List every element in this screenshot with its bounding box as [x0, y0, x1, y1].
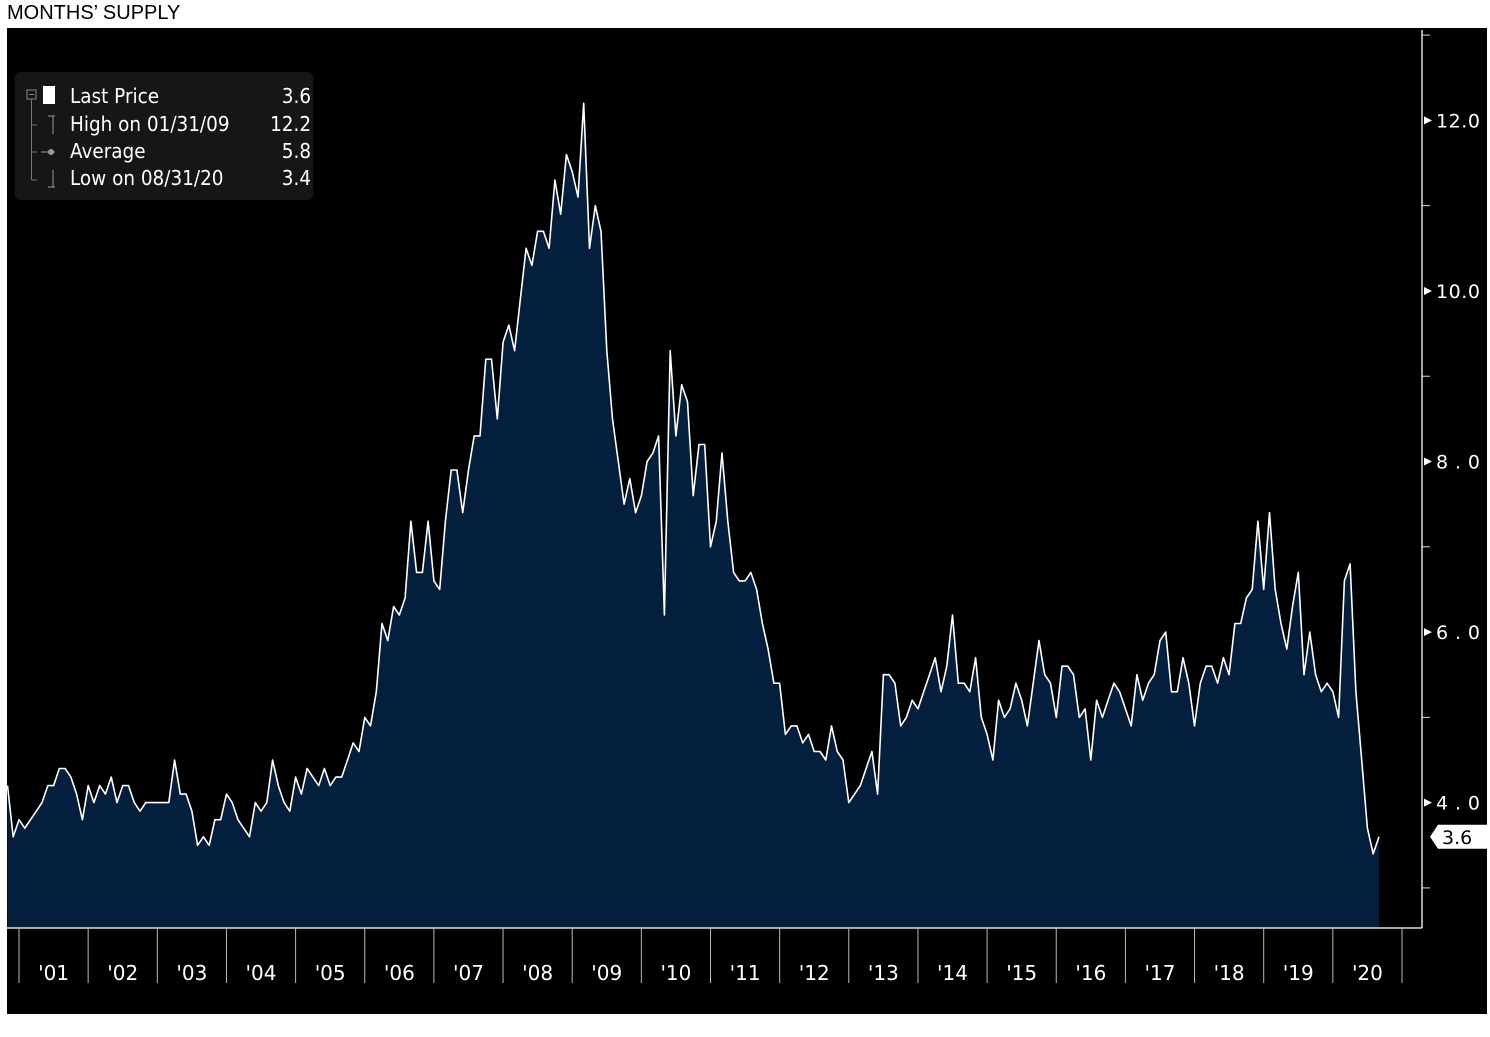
area-fill [7, 103, 1380, 929]
footer-copyright: Copyright© 2020 Bloomberg Finance L.P. [862, 1018, 1169, 1037]
x-tick-label: '07 [453, 961, 484, 985]
legend-label: Low on 08/31/20 [70, 166, 224, 190]
legend-item-high: High on 01/31/09 12.2 [70, 112, 311, 138]
y-tick-marker [1424, 457, 1432, 466]
average-marker-icon [41, 149, 55, 155]
x-tick-label: '15 [1006, 961, 1037, 985]
footer-timestamp: 26-Oct-2020 10:09:59 [1287, 1018, 1453, 1037]
last-price-tag [1430, 824, 1487, 849]
x-tick-label: '08 [522, 961, 553, 985]
y-tick-marker [1424, 628, 1432, 637]
y-tick-marker [1424, 286, 1432, 295]
x-tick-label: '18 [1214, 961, 1245, 985]
footer-series: NHSLSUPP Index (US New One Family Houses… [11, 1018, 677, 1037]
x-tick-label: '11 [730, 961, 761, 985]
x-tick-label: '20 [1352, 961, 1383, 985]
legend-item-average: Average 5.8 [70, 139, 311, 165]
last-price-label: 3.6 [1442, 827, 1472, 849]
legend-item-low: Low on 08/31/20 3.4 [70, 166, 311, 192]
x-tick-label: '03 [176, 961, 207, 985]
legend-value: 3.4 [281, 166, 312, 190]
legend-tree-icon [26, 86, 55, 188]
legend-value: 3.6 [281, 84, 312, 108]
x-tick-label: '12 [799, 961, 830, 985]
x-tick-label: '09 [591, 961, 622, 985]
x-tick-label: '16 [1075, 961, 1106, 985]
x-tick-label: '19 [1283, 961, 1314, 985]
x-tick-label: '10 [660, 961, 691, 985]
legend: Last Price 3.6 High on 01/31/09 12.2 Avera… [15, 72, 313, 200]
y-tick-marker [1424, 798, 1432, 807]
y-tick-label: 4.0 [1436, 793, 1480, 815]
legend-label: High on 01/31/09 [70, 112, 230, 136]
y-tick-label: 8.0 [1436, 452, 1480, 474]
chart-title: MONTHS’ SUPPLY [7, 2, 181, 24]
x-tick-label: '06 [384, 961, 415, 985]
y-tick-label: 10.0 [1436, 281, 1480, 303]
white-square-icon [43, 86, 55, 104]
y-tick-label: 6.0 [1436, 622, 1480, 644]
chart-panel: 4.0 6.0 8.0 10.0 12.0 3.6 '01 '02 '03 '04 '05 '06 '0… [7, 28, 1487, 1037]
y-tick-marker [1424, 116, 1432, 125]
high-marker-icon [48, 115, 55, 134]
x-tick-label: '02 [107, 961, 138, 985]
legend-label: Average [70, 139, 146, 163]
y-tick-label: 12.0 [1436, 110, 1480, 132]
chart-svg: 4.0 6.0 8.0 10.0 12.0 3.6 '01 '02 '03 '04 '05 '06 '0… [7, 30, 1487, 985]
series-line [7, 102, 1380, 855]
x-tick-label: '13 [868, 961, 899, 985]
x-tick-label: '05 [315, 961, 346, 985]
x-tick-label: '14 [937, 961, 968, 985]
legend-value: 5.8 [281, 139, 312, 163]
low-marker-icon [48, 170, 55, 188]
legend-item-last-price: Last Price 3.6 [70, 84, 311, 110]
x-tick-label: '01 [38, 961, 69, 985]
legend-value: 12.2 [270, 112, 312, 136]
x-tick-label: '04 [246, 961, 277, 985]
legend-label: Last Price [70, 84, 160, 108]
x-tick-label: '17 [1144, 961, 1175, 985]
